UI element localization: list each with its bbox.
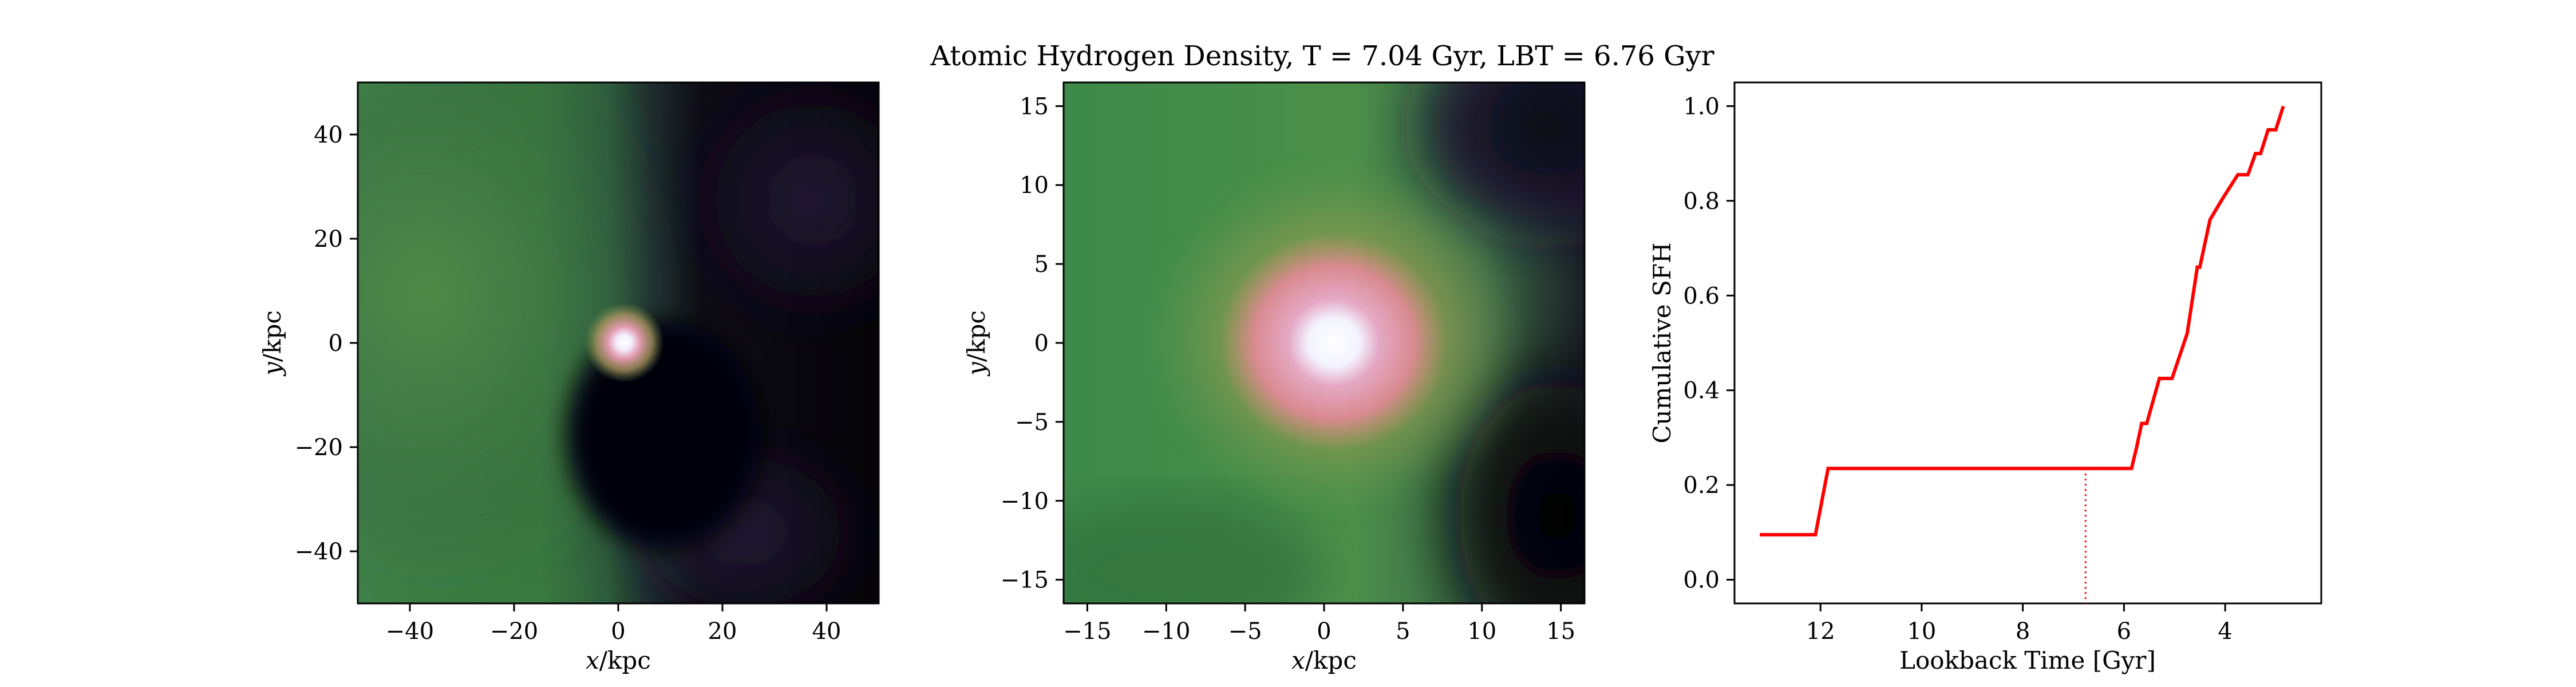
left-ylabel: y/kpc xyxy=(258,310,286,377)
middle-xlabel: x/kpc xyxy=(1291,646,1357,674)
middle-ytick-label: 10 xyxy=(1020,172,1049,199)
middle-xtick-label: −5 xyxy=(1228,618,1262,645)
sfh-axes-frame xyxy=(1733,81,2322,605)
sfh-ytick-label: 0.8 xyxy=(1683,188,1720,215)
left-xtick-label: 0 xyxy=(611,618,625,645)
figure-title: Atomic Hydrogen Density, T = 7.04 Gyr, L… xyxy=(930,40,1714,72)
left-ticks: −40 −20 0 20 40 −40 −20 0 20 40 xyxy=(295,122,841,645)
middle-xtick-label: 15 xyxy=(1546,618,1575,645)
left-xtick-label: −20 xyxy=(490,618,538,645)
sfh-xtick-label: 4 xyxy=(2218,618,2232,645)
middle-ticks: −15 −10 −5 0 5 10 15 −15 −10 −5 0 5 10 15 xyxy=(1001,93,1576,645)
sfh-ytick-label: 0.4 xyxy=(1683,378,1720,404)
left-ytick-label: 20 xyxy=(314,226,343,252)
sfh-ytick-label: 0.2 xyxy=(1683,472,1720,499)
sfh-xtick-label: 6 xyxy=(2117,618,2131,645)
sfh-series-line xyxy=(1760,105,2285,536)
middle-xtick-label: −15 xyxy=(1063,618,1111,645)
left-ytick-label: 40 xyxy=(314,122,343,148)
sfh-xtick-label: 8 xyxy=(2016,618,2030,645)
middle-heatmap xyxy=(1064,82,1585,603)
left-xlabel: x/kpc xyxy=(586,646,651,674)
middle-ytick-label: 15 xyxy=(1020,93,1049,120)
middle-ytick-label: −15 xyxy=(1001,567,1049,594)
sfh-ylabel: Cumulative SFH xyxy=(1648,242,1676,443)
middle-ytick-label: −10 xyxy=(1001,488,1049,515)
middle-xtick-label: 5 xyxy=(1396,618,1410,645)
left-heatmap xyxy=(358,82,879,603)
sfh-ytick-label: 1.0 xyxy=(1683,93,1720,120)
middle-xtick-label: −10 xyxy=(1142,618,1190,645)
sfh-xtick-label: 12 xyxy=(1806,618,1835,645)
left-ytick-label: −20 xyxy=(295,435,343,461)
sfh-ytick-label: 0.0 xyxy=(1683,567,1720,594)
left-xtick-label: 40 xyxy=(812,618,841,645)
left-ytick-label: −40 xyxy=(295,539,343,565)
middle-ylabel: y/kpc xyxy=(962,310,990,377)
sfh-xtick-label: 10 xyxy=(1907,618,1936,645)
sfh-ytick-label: 0.6 xyxy=(1683,283,1720,309)
left-xtick-label: 20 xyxy=(708,618,737,645)
middle-ytick-label: 5 xyxy=(1034,251,1049,278)
middle-xtick-label: 0 xyxy=(1317,618,1331,645)
sfh-xlabel: Lookback Time [Gyr] xyxy=(1899,646,2156,674)
middle-xtick-label: 10 xyxy=(1467,618,1496,645)
middle-ytick-label: −5 xyxy=(1015,409,1049,436)
middle-ytick-label: 0 xyxy=(1034,330,1049,357)
left-xtick-label: −40 xyxy=(386,618,434,645)
left-ytick-label: 0 xyxy=(329,330,343,357)
sfh-ticks: 12 10 8 6 4 0.0 0.2 0.4 0.6 0.8 1.0 xyxy=(1683,93,2232,645)
